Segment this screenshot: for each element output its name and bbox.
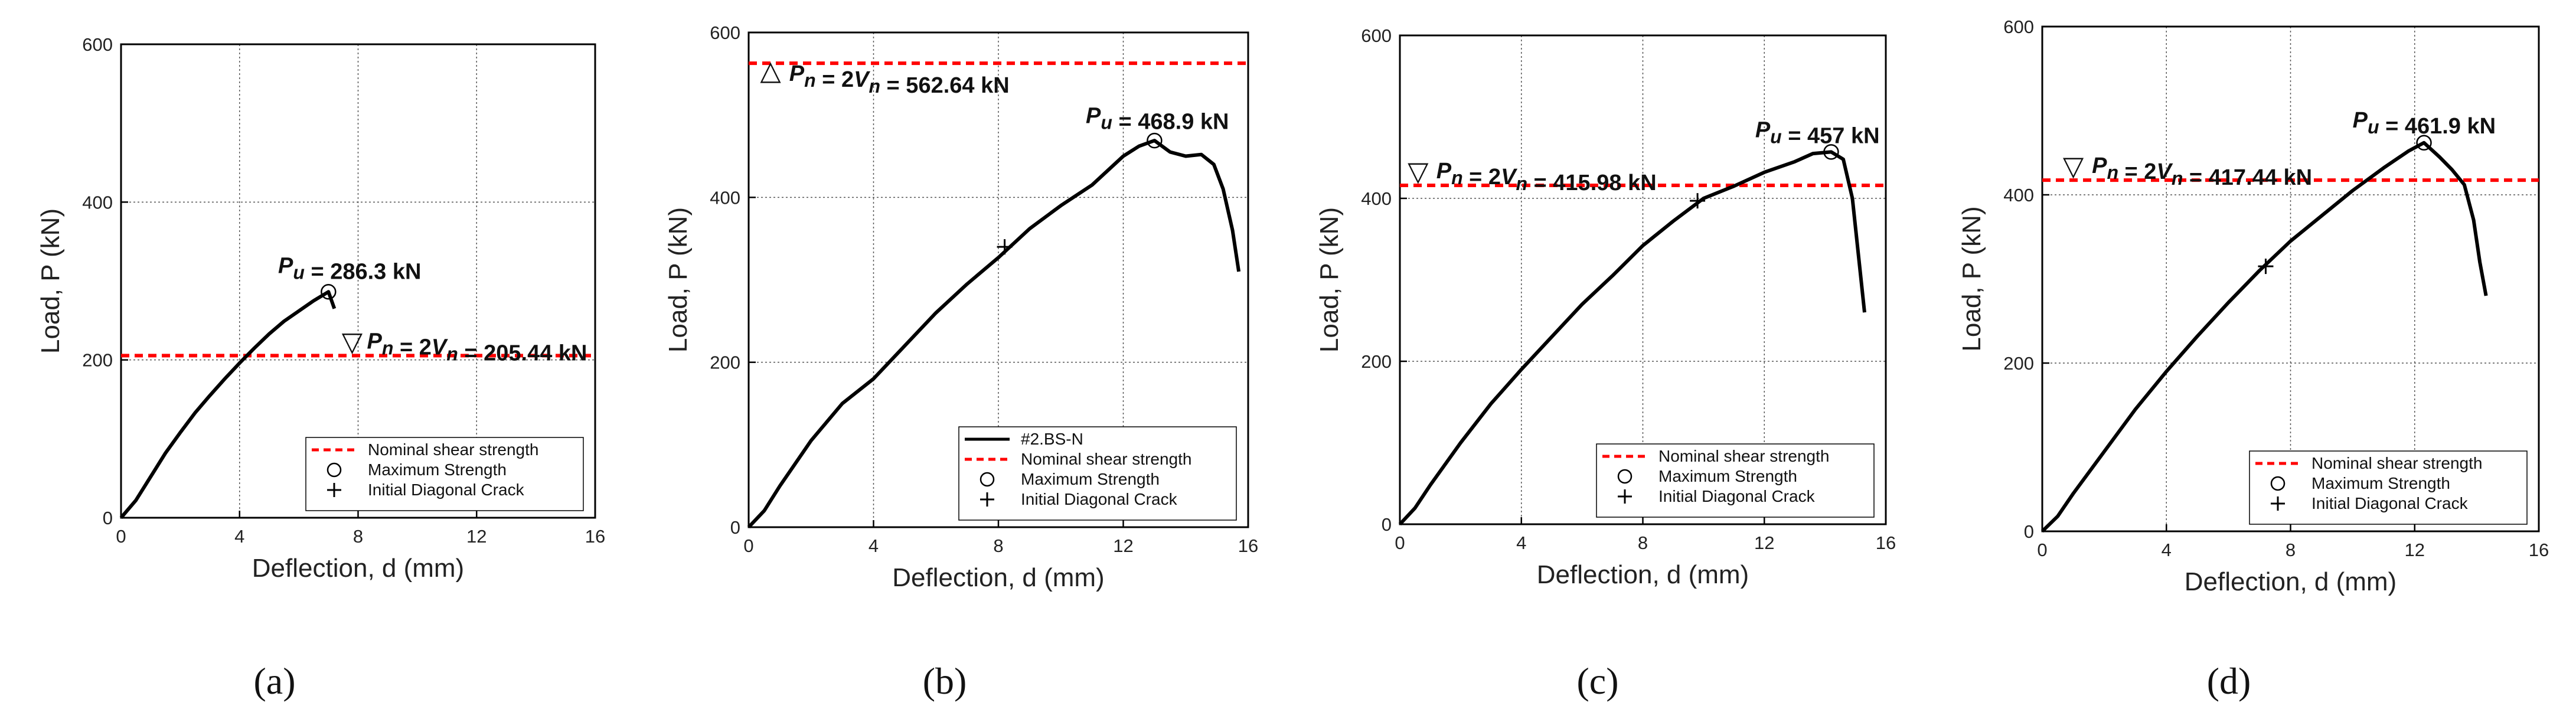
initial-diagonal-crack-marker (1690, 193, 1706, 209)
legend-label: Nominal shear strength (1021, 450, 1191, 468)
legend-label: Maximum Strength (368, 460, 507, 479)
nominal-symbol-icon: ▽ (342, 326, 363, 357)
y-tick-label: 200 (82, 350, 113, 371)
x-tick-label: 16 (1238, 535, 1258, 556)
x-tick-label: 12 (466, 526, 487, 547)
x-tick-label: 12 (1113, 535, 1133, 556)
x-tick-label: 4 (234, 526, 244, 547)
x-axis-title: Deflection, d (mm) (892, 563, 1104, 592)
nominal-strength-label: Pn = 2Vn = 205.44 kN (367, 329, 587, 365)
x-tick-label: 0 (1395, 532, 1405, 553)
x-tick-label: 12 (1754, 532, 1774, 553)
maximum-strength-marker (321, 284, 337, 300)
legend-label: Maximum Strength (1021, 470, 1160, 488)
load-deflection-curve (119, 290, 337, 519)
y-tick-label: 0 (103, 508, 113, 528)
x-tick-label: 12 (2405, 540, 2425, 560)
chart-panel-2: 0 4 8 12 16 0 200 400 600 Deflection, d (mm) Load,… (664, 22, 1258, 702)
nominal-strength-label: Pn = 2Vn = 562.64 kN (789, 61, 1010, 98)
y-tick-label: 400 (710, 187, 740, 208)
y-tick-label: 200 (2003, 353, 2034, 374)
x-tick-label: 16 (585, 526, 605, 547)
y-tick-label: 400 (2003, 185, 2034, 205)
initial-diagonal-crack-marker (997, 239, 1013, 255)
nominal-strength-label: Pn = 2Vn = 415.98 kN (1436, 159, 1657, 195)
legend-plus-icon (2271, 496, 2285, 511)
x-axis-title: Deflection, d (mm) (252, 554, 464, 583)
maximum-strength-label: Pu = 457 kN (1755, 118, 1880, 149)
maximum-strength-label: Pu = 286.3 kN (278, 254, 421, 285)
x-tick-label: 8 (353, 526, 363, 547)
y-tick-label: 0 (2024, 521, 2034, 542)
y-axis-title: Load, P (kN) (1315, 207, 1344, 352)
nominal-symbol-icon: ▽ (1408, 156, 1429, 187)
y-tick-label: 0 (730, 517, 740, 538)
y-tick-label: 600 (82, 34, 113, 55)
legend-label: Nominal shear strength (2311, 454, 2482, 472)
y-tick-label: 400 (82, 192, 113, 213)
legend-label: Maximum Strength (1658, 467, 1797, 485)
maximum-strength-marker (1147, 132, 1163, 149)
nominal-symbol-icon: ▽ (2063, 151, 2084, 181)
chart-panel-1: 0 4 8 12 16 0 200 400 600 Deflection, d (mm) Load,… (36, 34, 605, 702)
legend-label: Initial Diagonal Crack (1021, 490, 1178, 508)
x-tick-label: 0 (743, 535, 753, 556)
panel-label: (b) (923, 660, 967, 702)
x-tick-label: 0 (2037, 540, 2047, 560)
x-tick-label: 8 (2286, 540, 2296, 560)
legend-box (958, 426, 1237, 521)
legend-label: Initial Diagonal Crack (1658, 487, 1816, 505)
x-axis-title: Deflection, d (mm) (1537, 560, 1749, 589)
legend-circle-icon (327, 462, 342, 478)
x-tick-label: 4 (2162, 540, 2172, 560)
panel-label: (a) (253, 660, 295, 702)
x-tick-label: 8 (993, 535, 1003, 556)
y-axis-title: Load, P (kN) (1957, 206, 1986, 351)
y-tick-label: 200 (710, 352, 740, 373)
initial-diagonal-crack-marker (2258, 259, 2274, 275)
y-tick-label: 200 (1361, 351, 1392, 372)
legend-label: #2.BS-N (1021, 430, 1083, 448)
maximum-strength-label: Pu = 468.9 kN (1086, 104, 1229, 135)
load-deflection-curve (747, 139, 1241, 529)
y-axis-title: Load, P (kN) (664, 207, 693, 352)
y-axis-title: Load, P (kN) (36, 208, 65, 354)
maximum-strength-marker (1823, 144, 1839, 160)
nominal-strength-label: Pn = 2Vn = 417.44 kN (2092, 153, 2312, 190)
legend-label: Maximum Strength (2311, 474, 2450, 492)
nominal-symbol-icon: △ (760, 55, 781, 86)
x-tick-label: 4 (869, 535, 879, 556)
x-tick-label: 16 (1876, 532, 1896, 553)
panel-label: (c) (1576, 660, 1618, 702)
load-deflection-curve (2040, 141, 2488, 533)
x-tick-label: 8 (1638, 532, 1648, 553)
legend-label: Initial Diagonal Crack (368, 481, 525, 499)
legend-circle-icon (980, 472, 995, 487)
x-axis-title: Deflection, d (mm) (2185, 567, 2397, 596)
y-tick-label: 600 (2003, 17, 2034, 37)
x-tick-label: 16 (2529, 540, 2549, 560)
y-tick-label: 600 (1361, 25, 1392, 46)
y-tick-label: 600 (710, 22, 740, 43)
y-tick-label: 400 (1361, 188, 1392, 209)
maximum-strength-label: Pu = 461.9 kN (2353, 108, 2496, 139)
legend-label: Initial Diagonal Crack (2311, 494, 2469, 512)
chart-panel-3: 0 4 8 12 16 0 200 400 600 Deflection, d (mm) Load,… (1315, 25, 1896, 702)
legend-circle-icon (2270, 476, 2286, 491)
legend-label: Nominal shear strength (368, 440, 538, 459)
x-tick-label: 4 (1516, 532, 1526, 553)
load-deflection-curve (1398, 150, 1866, 526)
y-tick-label: 0 (1382, 514, 1392, 535)
legend-plus-icon (327, 483, 341, 497)
legend-label: Nominal shear strength (1658, 447, 1829, 465)
maximum-strength-marker (2416, 135, 2432, 151)
x-tick-label: 0 (116, 526, 126, 547)
legend-plus-icon (1618, 489, 1632, 504)
legend-plus-icon (980, 492, 994, 507)
panel-label: (d) (2207, 660, 2251, 702)
legend-circle-icon (1617, 469, 1633, 484)
chart-panel-4: 0 4 8 12 16 0 200 400 600 Deflection, d (mm) Load,… (1957, 17, 2549, 702)
